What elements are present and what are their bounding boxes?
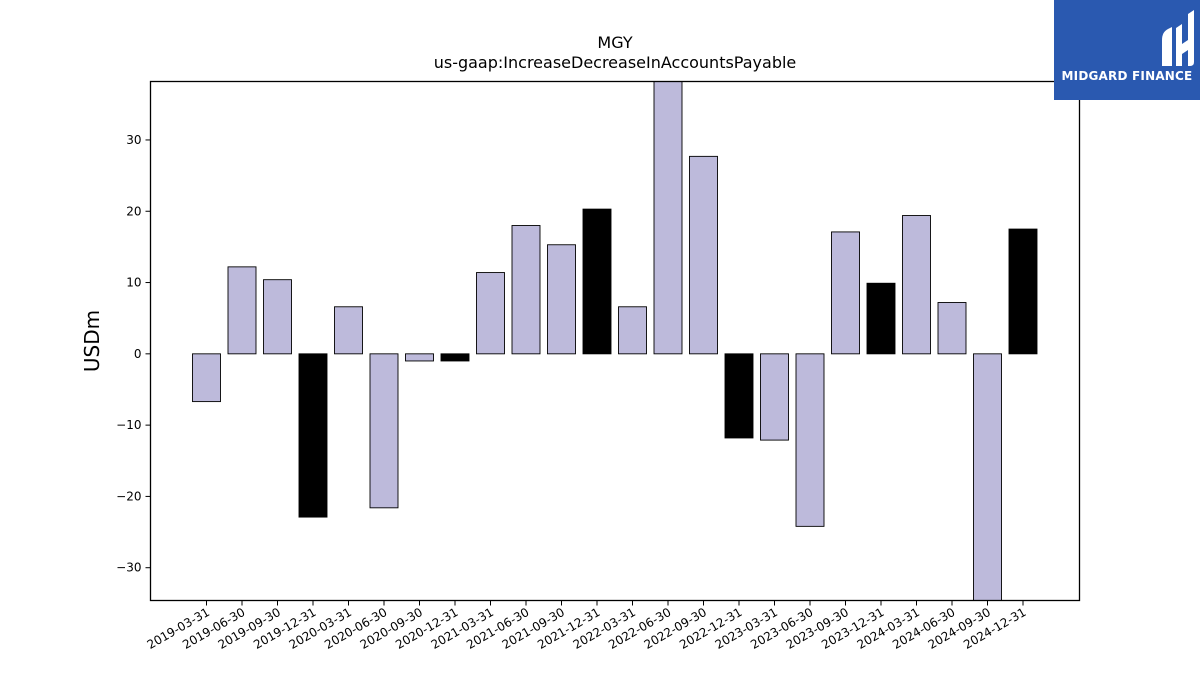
x-axis-ticks: 2019-03-312019-06-302019-09-302019-12-31… xyxy=(145,600,1029,652)
bar-2023-09-30 xyxy=(831,231,860,355)
bar-2021-12-31 xyxy=(582,208,612,355)
bar-2022-12-31 xyxy=(724,353,754,439)
midgard-finance-logo: MIDGARD FINANCE xyxy=(1054,0,1200,100)
bar-2021-03-31 xyxy=(476,272,505,355)
y-tick-label: −30 xyxy=(116,561,141,575)
bar-2023-03-31 xyxy=(760,353,789,441)
y-tick-label: 0 xyxy=(134,347,142,361)
y-axis-label: USDm xyxy=(80,310,104,372)
bar-2023-12-31 xyxy=(866,282,896,355)
bar-2020-06-30 xyxy=(369,353,399,509)
brand-name: MIDGARD FINANCE xyxy=(1061,69,1193,83)
y-tick-label: 20 xyxy=(126,204,141,218)
y-tick-label: 10 xyxy=(126,276,141,290)
bar-2022-03-31 xyxy=(618,306,647,355)
bar-2019-06-30 xyxy=(227,266,257,355)
y-tick-label: −10 xyxy=(116,418,141,432)
bar-2022-06-30 xyxy=(653,81,683,355)
bar-2019-09-30 xyxy=(263,279,292,355)
bar-2024-06-30 xyxy=(937,302,967,355)
bar-2022-09-30 xyxy=(689,155,718,355)
bar-2023-06-30 xyxy=(795,353,825,527)
midgard-logo-icon xyxy=(1162,10,1194,66)
bar-2024-03-31 xyxy=(902,215,931,355)
bar-2021-09-30 xyxy=(547,244,576,355)
bar-2020-09-30 xyxy=(405,353,434,362)
bar-2019-12-31 xyxy=(298,353,328,518)
bar-2020-12-31 xyxy=(440,353,470,362)
chart-title: MGY xyxy=(597,33,632,52)
bar-2020-03-31 xyxy=(334,306,363,355)
bar-2024-12-31 xyxy=(1008,228,1038,355)
bars-group xyxy=(192,81,1038,601)
plot-frame xyxy=(149,80,1081,602)
y-tick-label: 30 xyxy=(126,133,141,147)
y-axis-ticks: −30 −20 −10 0 10 20 30 xyxy=(116,133,151,575)
bar-2019-03-31 xyxy=(192,353,221,403)
bar-2021-06-30 xyxy=(511,225,541,355)
chart-subtitle: us-gaap:IncreaseDecreaseInAccountsPayabl… xyxy=(434,53,797,72)
y-tick-label: −20 xyxy=(116,489,141,503)
bar-2024-09-30 xyxy=(973,353,1002,601)
